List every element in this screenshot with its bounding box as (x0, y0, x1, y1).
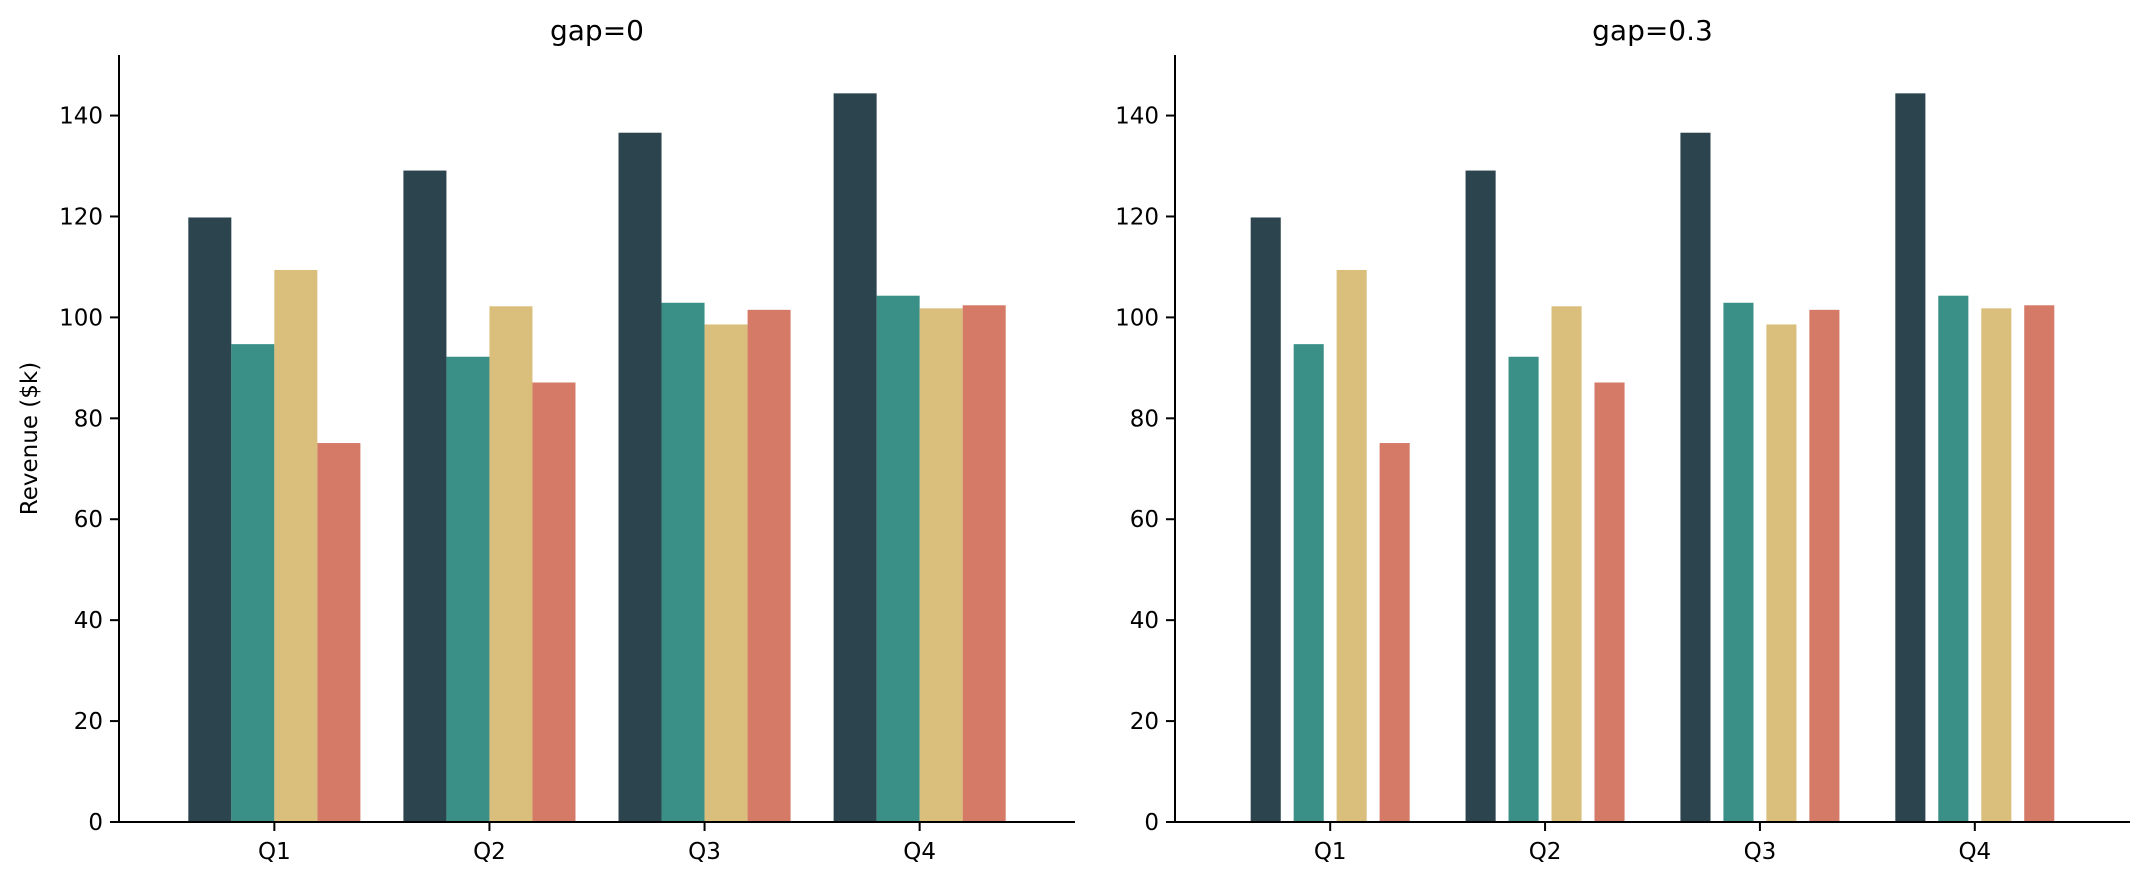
axis-spines (1174, 55, 2130, 823)
bar-q3-series-2 (1723, 302, 1754, 822)
y-tick-label: 120 (59, 204, 103, 230)
y-tick-label: 20 (74, 709, 103, 735)
y-tick-label: 0 (1144, 810, 1159, 836)
y-axis-label: Revenue ($k) (17, 362, 43, 515)
bar-q4-series-4 (962, 305, 1006, 822)
y-tick-label: 80 (1130, 406, 1159, 432)
x-tick-label: Q2 (473, 839, 506, 865)
bar-q3-series-1 (1680, 132, 1711, 822)
y-tick-label: 100 (59, 305, 103, 331)
bar-q4-series-3 (919, 308, 963, 822)
y-tick-label: 60 (74, 507, 103, 533)
x-tick-label: Q4 (1958, 839, 1991, 865)
x-tick-label: Q3 (688, 839, 721, 865)
axis-spines (118, 55, 1075, 823)
bar-q2-series-3 (489, 306, 533, 822)
y-tick-label: 40 (74, 608, 103, 634)
bar-q4-series-1 (833, 93, 877, 823)
chart-title: gap=0.3 (1592, 14, 1713, 47)
bar-q2-series-4 (532, 382, 576, 822)
bar-q1-series-3 (1336, 269, 1367, 823)
bar-q1-series-2 (1293, 344, 1324, 822)
bar-q1-series-1 (188, 217, 232, 823)
chart-title: gap=0 (550, 14, 644, 47)
y-tick-label: 100 (1115, 305, 1159, 331)
bar-q2-series-1 (403, 170, 447, 823)
bars-group (188, 93, 1006, 823)
chart-panel-right: gap=0.3 0 20 40 60 80 100 120 140 Q1 Q2 Q3 Q4 (1115, 14, 2130, 865)
bar-q1-series-1 (1250, 217, 1281, 823)
bar-q4-series-4 (2024, 305, 2055, 822)
y-ticks: 0 20 40 60 80 100 120 140 (1115, 104, 1175, 836)
x-ticks: Q1 Q2 Q3 Q4 (258, 822, 936, 865)
x-tick-label: Q1 (1314, 839, 1347, 865)
bar-q1-series-4 (1379, 443, 1410, 822)
bar-q1-series-4 (317, 443, 361, 822)
bar-q2-series-4 (1594, 382, 1625, 822)
bar-q4-series-2 (876, 295, 920, 822)
y-tick-label: 140 (59, 104, 103, 130)
bar-q4-series-1 (1895, 93, 1926, 823)
bar-q1-series-3 (274, 269, 318, 823)
x-ticks: Q1 Q2 Q3 Q4 (1314, 822, 1991, 865)
bar-q3-series-3 (704, 324, 748, 822)
y-tick-label: 80 (74, 406, 103, 432)
x-tick-label: Q4 (903, 839, 936, 865)
y-tick-label: 120 (1115, 204, 1159, 230)
bar-q2-series-1 (1465, 170, 1496, 823)
y-ticks: 0 20 40 60 80 100 120 140 (59, 104, 119, 836)
bar-q3-series-4 (747, 309, 791, 823)
bar-q3-series-3 (1766, 324, 1797, 822)
x-tick-label: Q1 (258, 839, 291, 865)
bar-q4-series-3 (1981, 308, 2012, 822)
bar-q2-series-2 (446, 356, 490, 822)
y-tick-label: 0 (88, 810, 103, 836)
y-tick-label: 140 (1115, 104, 1159, 130)
bar-q3-series-4 (1809, 309, 1840, 823)
bar-q2-series-2 (1508, 356, 1539, 822)
y-tick-label: 40 (1130, 608, 1159, 634)
y-tick-label: 20 (1130, 709, 1159, 735)
x-tick-label: Q2 (1529, 839, 1562, 865)
bar-q3-series-1 (618, 132, 662, 822)
bar-q4-series-2 (1938, 295, 1969, 822)
chart-panel-left: gap=0 Revenue ($k) 0 20 40 60 80 100 120 140 Q1… (17, 14, 1075, 865)
bar-q1-series-2 (231, 344, 275, 822)
bar-q2-series-3 (1551, 306, 1582, 822)
y-tick-label: 60 (1130, 507, 1159, 533)
bar-q3-series-2 (661, 302, 705, 822)
x-tick-label: Q3 (1744, 839, 1777, 865)
bars-group (1250, 93, 2055, 823)
